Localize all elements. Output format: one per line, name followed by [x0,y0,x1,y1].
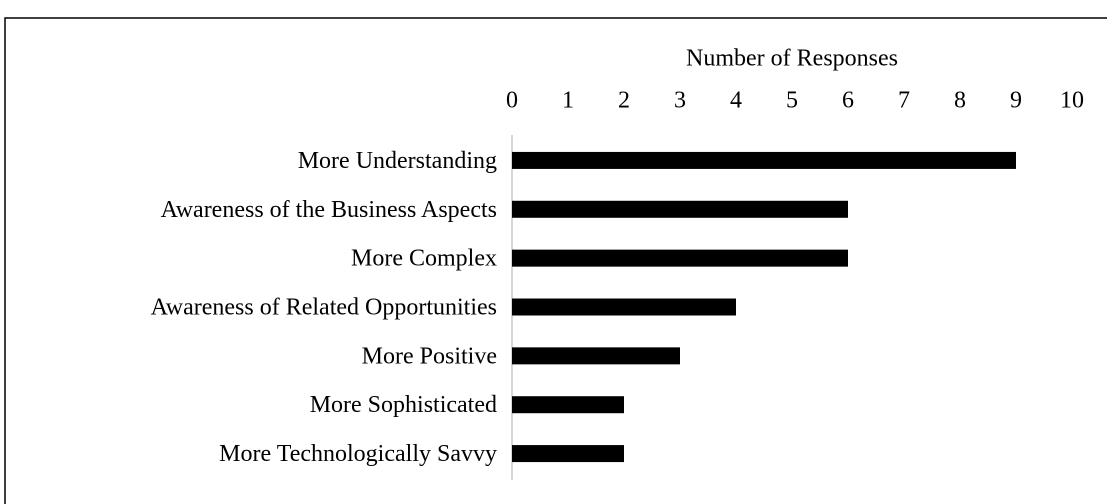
x-tick-label: 6 [842,88,854,114]
bar [512,249,848,267]
y-tick-label: More Positive [362,343,497,369]
x-tick-label: 7 [898,88,910,114]
x-tick-label: 1 [562,88,574,114]
y-tick-label: Awareness of the Business Aspects [161,197,497,223]
x-tick-label: 2 [618,88,630,114]
x-tick-label: 3 [674,88,686,114]
x-tick-label: 9 [1010,88,1022,114]
x-tick-label: 10 [1060,88,1084,114]
bar [512,151,1016,169]
x-tick-label: 8 [954,88,966,114]
y-tick-label: Awareness of Related Opportunities [151,295,497,321]
y-tick-label: More Sophisticated [310,392,497,418]
bar [512,200,848,218]
bar [512,347,680,365]
bar [512,396,624,414]
y-tick-label: More Understanding [298,148,497,174]
bar [512,445,624,463]
axis-title: Number of Responses [686,46,898,72]
x-tick-label: 4 [730,88,742,114]
frame [4,17,1107,504]
x-tick-label: 5 [786,88,798,114]
y-tick-label: More Technologically Savvy [219,441,497,467]
bar [512,298,736,316]
x-tick-label: 0 [506,88,518,114]
y-tick-label: More Complex [351,246,497,272]
